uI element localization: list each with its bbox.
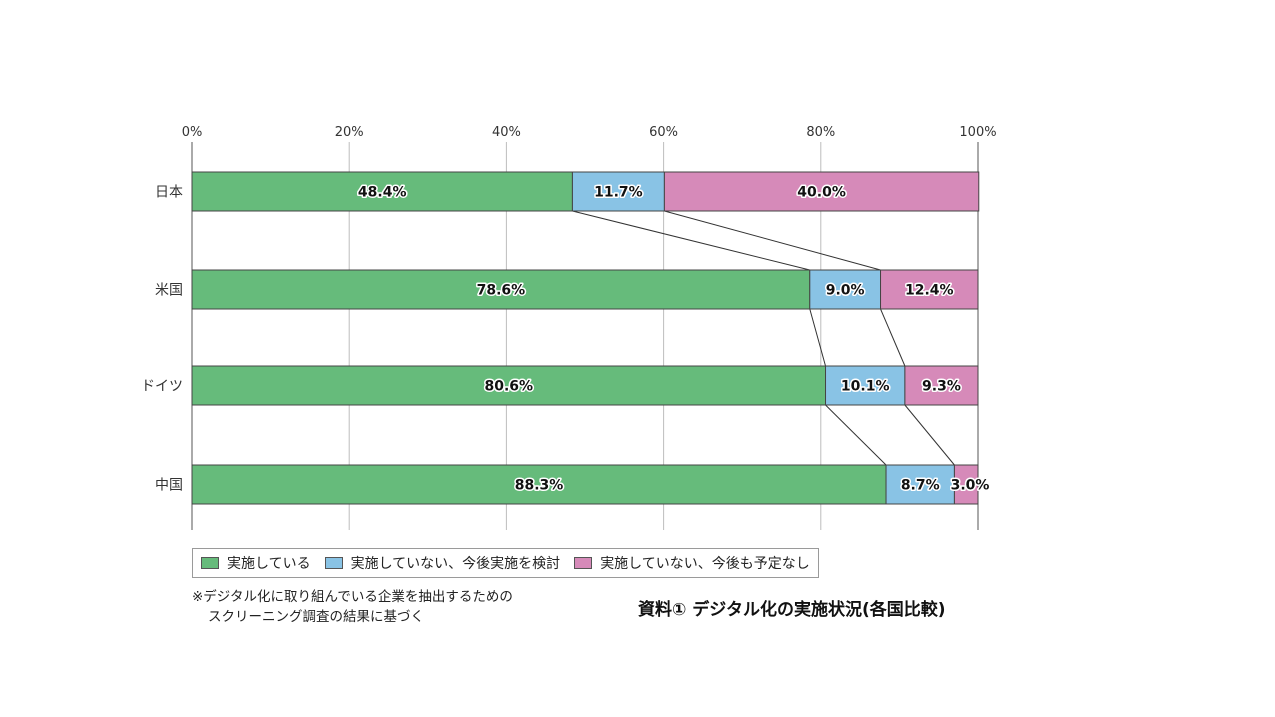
legend-label-no-plan: 実施していない、今後も予定なし bbox=[600, 556, 810, 572]
x-tick-label-1: 20% bbox=[335, 125, 364, 140]
x-tick-label-3: 60% bbox=[649, 125, 678, 140]
connector-line-1-0 bbox=[809, 308, 826, 367]
x-tick-label-2: 40% bbox=[492, 125, 521, 140]
bars bbox=[191, 171, 980, 505]
bar-segment-1-2 bbox=[880, 269, 979, 310]
footnote-line-1: ※デジタル化に取り組んでいる企業を抽出するための bbox=[192, 589, 513, 605]
data-label-2-0: 80.6% bbox=[484, 379, 533, 395]
data-label-1-0: 78.6% bbox=[477, 283, 526, 299]
legend-label-implemented: 実施している bbox=[227, 556, 311, 572]
legend-swatch-no-plan bbox=[574, 557, 593, 569]
footnote-line-2: スクリーニング調査の結果に基づく bbox=[208, 609, 424, 625]
data-label-1-1: 9.0% bbox=[826, 283, 865, 299]
category-label-0: 日本 bbox=[155, 185, 183, 201]
legend-item-implemented: 実施している bbox=[201, 553, 311, 573]
bar-segment-0-1 bbox=[571, 171, 665, 212]
data-label-2-2: 9.3% bbox=[922, 379, 961, 395]
data-labels: 48.4% 11.7% 40.0% 78.6% 9.0% 12.4% 80.6% 10.1% 9… bbox=[356, 183, 990, 495]
x-axis-ticks: 0% 20% 40% 60% 80% 100% bbox=[182, 125, 997, 140]
connector-line-2-1 bbox=[904, 404, 955, 466]
x-tick-label-4: 80% bbox=[806, 125, 835, 140]
data-label-1-2: 12.4% bbox=[905, 283, 954, 299]
data-label-2-1: 10.1% bbox=[841, 379, 890, 395]
category-label-1: 米国 bbox=[155, 283, 183, 299]
bar-segment-2-1 bbox=[825, 365, 906, 406]
connector-line-0-0 bbox=[572, 210, 810, 271]
bar-segment-0-0 bbox=[191, 171, 573, 212]
legend-item-considering: 実施していない、今後実施を検討 bbox=[324, 553, 561, 573]
category-label-3: 中国 bbox=[155, 478, 183, 494]
connector-line-0-1 bbox=[664, 210, 881, 271]
data-label-3-0: 88.3% bbox=[515, 478, 564, 494]
data-label-0-2: 40.0% bbox=[797, 185, 846, 201]
data-label-3-1: 8.7% bbox=[901, 478, 940, 494]
data-label-0-0: 48.4% bbox=[358, 185, 407, 201]
connector-line-1-1 bbox=[880, 308, 906, 367]
legend-swatch-implemented bbox=[201, 557, 219, 569]
bar-segment-3-2 bbox=[953, 464, 979, 505]
bar-segment-2-0 bbox=[191, 365, 827, 406]
x-tick-label-5: 100% bbox=[959, 125, 996, 140]
bar-segment-3-1 bbox=[885, 464, 955, 505]
legend-label-considering: 実施していない、今後実施を検討 bbox=[350, 556, 561, 572]
x-tick-label-0: 0% bbox=[182, 125, 203, 140]
figure-caption: 資料① デジタル化の実施状況(各国比較) bbox=[638, 600, 946, 620]
series-connector-lines bbox=[572, 210, 955, 466]
data-label-3-2: 3.0% bbox=[951, 478, 990, 494]
footnote: ※デジタル化に取り組んでいる企業を抽出するための スクリーニング調査の結果に基づ… bbox=[192, 587, 513, 627]
category-label-2: ドイツ bbox=[141, 379, 183, 395]
connector-line-2-0 bbox=[825, 404, 887, 466]
data-label-0-1: 11.7% bbox=[594, 185, 643, 201]
legend-item-no-plan: 実施していない、今後も予定なし bbox=[574, 553, 810, 573]
bar-segment-2-2 bbox=[904, 365, 979, 406]
legend: 実施している 実施していない、今後実施を検討 実施していない、今後も予定なし bbox=[192, 548, 819, 578]
bar-segment-0-2 bbox=[663, 171, 980, 212]
legend-swatch-considering bbox=[324, 557, 343, 569]
